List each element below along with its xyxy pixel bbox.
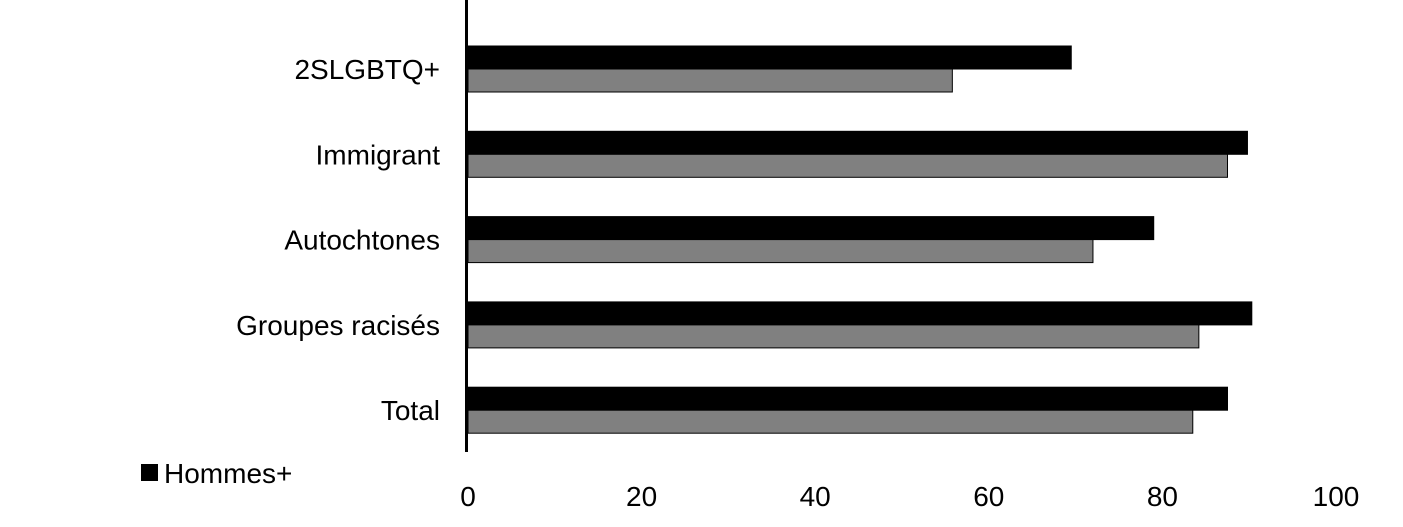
legend: Hommes+ (141, 458, 292, 489)
bars-group (467, 45, 1253, 434)
bar-series2-4 (467, 409, 1194, 434)
bar-series1-3 (467, 301, 1253, 326)
category-labels: 2SLGBTQ+ Immigrant Autochtones Groupes raci… (236, 54, 440, 426)
x-tick-label: 40 (800, 481, 831, 512)
legend-label-hommes: Hommes+ (164, 458, 292, 489)
bar-series1-2 (467, 216, 1155, 241)
legend-swatch-hommes (141, 464, 158, 481)
x-tick-label: 100 (1313, 481, 1360, 512)
x-tick-labels: 0 20 40 60 80 100 (460, 481, 1359, 512)
category-label: 2SLGBTQ+ (294, 54, 440, 85)
category-label: Total (381, 395, 440, 426)
bar-series1-4 (467, 386, 1228, 411)
category-label: Immigrant (316, 139, 441, 170)
x-tick-label: 20 (626, 481, 657, 512)
bar-series2-2 (467, 239, 1094, 264)
bar-series1-1 (467, 130, 1248, 155)
x-tick-label: 80 (1147, 481, 1178, 512)
x-tick-label: 60 (973, 481, 1004, 512)
bar-series2-0 (467, 68, 953, 93)
bar-series2-1 (467, 153, 1228, 178)
bar-series1-0 (467, 45, 1072, 70)
x-tick-label: 0 (460, 481, 476, 512)
bar-series2-3 (467, 324, 1200, 349)
category-label: Groupes racisés (236, 310, 440, 341)
category-label: Autochtones (284, 225, 440, 256)
